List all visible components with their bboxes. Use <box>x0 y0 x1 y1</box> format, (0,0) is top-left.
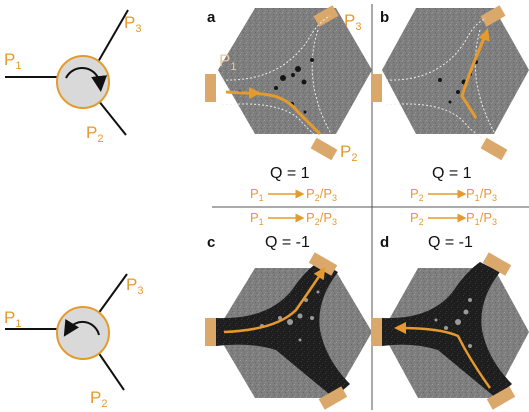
panel-c-trajectory <box>223 271 324 334</box>
panel-d-trajectory <box>399 326 492 389</box>
panel-b-flow-targets: P1/P3 <box>466 186 497 203</box>
pump-bottom-schematic: P1 P3 P2 <box>4 273 143 410</box>
panel-d-dark-channel <box>382 262 512 398</box>
pump-top-rotor <box>56 55 110 109</box>
panel-c-flow-targets: P2/P3 <box>306 210 337 227</box>
pump-bottom-rotor <box>56 306 110 360</box>
panel-d: P2 P1/P3 Q = -1 d <box>371 210 529 410</box>
panel-c-q-value: Q = -1 <box>265 234 310 251</box>
panel-b-port-p3-pad <box>480 5 506 27</box>
panel-d-q-value: Q = -1 <box>428 234 473 251</box>
panel-b-trajectory <box>460 33 488 119</box>
pump-bottom-lead-p3 <box>97 273 128 315</box>
panel-a-port-p2-label: P2 <box>340 142 357 164</box>
panel-c-flow: P1 <box>250 210 264 227</box>
panel-d-port-p3-pad <box>482 252 512 276</box>
pump-bottom-lead-p2 <box>97 351 125 391</box>
pump-bottom-label-p3: P3 <box>126 275 143 297</box>
pump-top-label-p1: P1 <box>4 50 21 72</box>
panel-b-letter: b <box>380 9 389 26</box>
panel-a: a P3 P1 P2 Q = 1 P1 P2/P3 <box>205 5 372 203</box>
pump-top-label-p3: P3 <box>124 13 141 35</box>
panel-b-flow: P2 <box>410 186 424 203</box>
panel-d-flow: P2 <box>410 210 424 227</box>
panel-c-port-p3-pad <box>308 252 338 276</box>
panel-c-port-p1-pad <box>205 318 216 346</box>
panel-a-trajectory <box>225 90 322 136</box>
panel-b-trajectory-arrow <box>478 28 490 42</box>
panel-a-hexagon <box>218 8 372 134</box>
counterclockwise-arrow-icon <box>63 318 100 337</box>
panel-d-letter: d <box>380 234 389 251</box>
panel-a-port-p1-pad <box>205 74 216 102</box>
panel-c-port-p2-pad <box>318 386 348 410</box>
panel-d-particles <box>434 298 472 348</box>
panel-b-q-value: Q = 1 <box>432 165 472 182</box>
panel-d-port-p2-pad <box>486 386 516 410</box>
panel-b: b Q = 1 P2 P1/P3 <box>371 5 529 203</box>
panel-b-channel-wall-lower <box>385 103 487 141</box>
panel-a-port-p2-pad <box>310 137 338 161</box>
panel-d-flow-targets: P1/P3 <box>466 210 497 227</box>
panel-a-channel-wall-lower <box>221 103 323 141</box>
panel-a-port-p3-label: P3 <box>344 11 361 33</box>
panel-c-dark-channel <box>216 262 350 398</box>
panel-a-q-value: Q = 1 <box>270 165 310 182</box>
pump-top-label-p2: P2 <box>86 123 103 145</box>
pump-top-lead-p3 <box>97 9 129 63</box>
panel-b-channel-wall-right <box>474 29 495 133</box>
panel-a-letter: a <box>207 9 216 26</box>
panel-a-flow-targets: P2/P3 <box>306 186 337 203</box>
panel-a-flow: P1 <box>250 186 264 203</box>
panel-b-port-p2-pad <box>480 137 508 161</box>
panel-c: P1 P2/P3 Q = -1 c <box>205 210 372 410</box>
panel-b-port-p1-pad <box>371 74 382 102</box>
pump-bottom-label-p1: P1 <box>4 308 21 330</box>
panel-c-trajectory-arrow <box>313 267 326 281</box>
pump-top-schematic: P1 P3 P2 <box>4 9 141 145</box>
panel-a-channel-wall-right <box>311 29 331 133</box>
panel-a-port-p1-label: P1 <box>219 51 236 73</box>
panel-c-letter: c <box>207 234 215 251</box>
clockwise-arrow-icon <box>65 67 108 92</box>
pump-bottom-label-p2: P2 <box>90 388 107 410</box>
pump-top-lead-p2 <box>97 99 127 136</box>
panel-a-port-p3-pad <box>313 5 339 27</box>
panel-b-hexagon <box>382 8 529 134</box>
panel-d-port-p1-pad <box>371 318 382 346</box>
